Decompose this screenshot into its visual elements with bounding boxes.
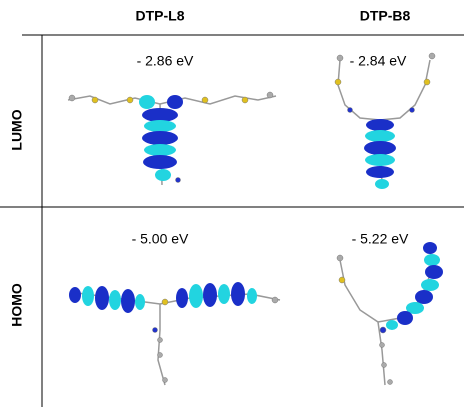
orbital-image <box>334 52 436 189</box>
row-header: LUMO <box>9 109 25 150</box>
orbital-image <box>336 242 443 386</box>
energy-label: - 5.22 eV <box>352 231 409 247</box>
energy-label: - 2.84 eV <box>350 53 407 69</box>
column-header: DTP-B8 <box>360 8 411 24</box>
row-header: HOMO <box>9 283 25 327</box>
energy-label: - 2.86 eV <box>137 53 194 69</box>
orbital-image <box>69 282 281 386</box>
energy-label: - 5.00 eV <box>132 231 189 247</box>
column-header: DTP-L8 <box>136 8 185 24</box>
orbital-image <box>67 91 277 186</box>
